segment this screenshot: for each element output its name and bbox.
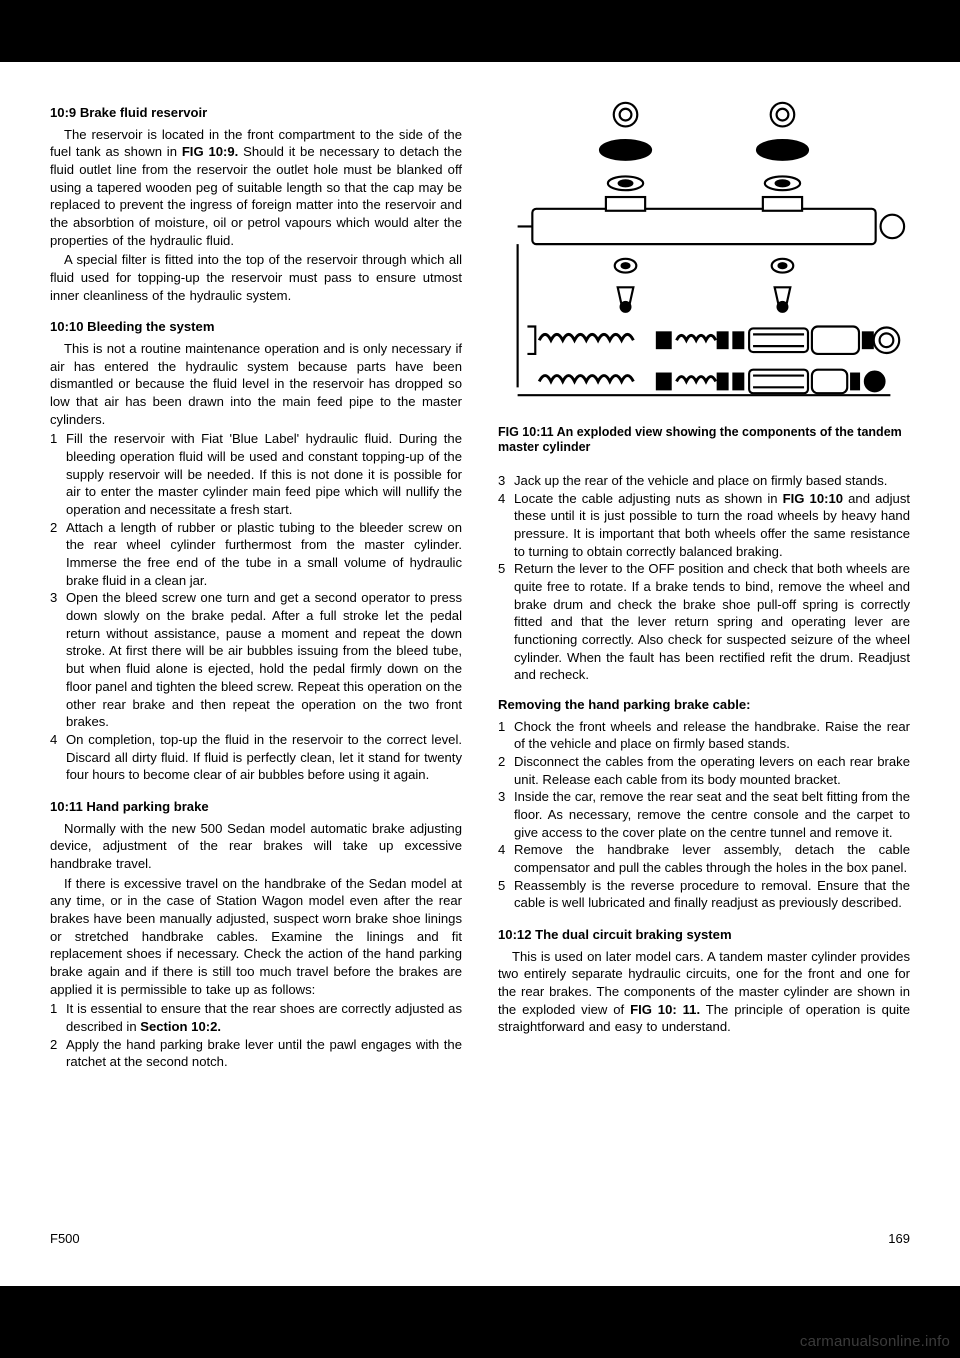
- list-item: 3 Inside the car, remove the rear seat a…: [498, 788, 910, 841]
- list-number: 5: [498, 877, 514, 912]
- text: Locate the cable adjusting nuts as shown…: [514, 491, 783, 506]
- watermark: carmanualsonline.info: [800, 1333, 950, 1350]
- list-number: 1: [498, 718, 514, 753]
- list-body: Disconnect the cables from the operating…: [514, 753, 910, 788]
- sub-heading-removing: Removing the hand parking brake cable:: [498, 696, 910, 714]
- list-number: 1: [50, 1000, 66, 1035]
- text: It is essential to ensure that the rear …: [66, 1001, 462, 1034]
- heading-10-12: 10:12 The dual circuit braking system: [498, 926, 910, 944]
- heading-10-10: 10:10 Bleeding the system: [50, 318, 462, 336]
- list-body: Fill the reservoir with Fiat 'Blue Label…: [66, 430, 462, 518]
- list-body: Remove the handbrake lever assembly, det…: [514, 841, 910, 876]
- list-item: 1 Chock the front wheels and release the…: [498, 718, 910, 753]
- list-body: Inside the car, remove the rear seat and…: [514, 788, 910, 841]
- list-number: 4: [50, 731, 66, 784]
- list-number: 2: [50, 1036, 66, 1071]
- list-item: 4 On completion, top‑up the fluid in the…: [50, 731, 462, 784]
- list-body: Apply the hand parking brake lever until…: [66, 1036, 462, 1071]
- list-number: 4: [498, 841, 514, 876]
- two-column-layout: 10:9 Brake fluid reservoir The reservoir…: [50, 90, 910, 1207]
- list-item: 1 It is essential to ensure that the rea…: [50, 1000, 462, 1035]
- left-column: 10:9 Brake fluid reservoir The reservoir…: [50, 90, 462, 1207]
- manual-page: 10:9 Brake fluid reservoir The reservoir…: [0, 62, 960, 1286]
- para-10-11-2: If there is excessive travel on the hand…: [50, 875, 462, 999]
- list-item: 3 Open the bleed screw one turn and get …: [50, 589, 462, 730]
- list-body: Jack up the rear of the vehicle and plac…: [514, 472, 910, 490]
- heading-10-9: 10:9 Brake fluid reservoir: [50, 104, 462, 122]
- list-body: Reassembly is the reverse procedure to r…: [514, 877, 910, 912]
- para-10-9-1: The reservoir is located in the front co…: [50, 126, 462, 250]
- list-item: 2 Apply the hand parking brake lever unt…: [50, 1036, 462, 1071]
- list-item: 3 Jack up the rear of the vehicle and pl…: [498, 472, 910, 490]
- list-body: Chock the front wheels and release the h…: [514, 718, 910, 753]
- list-item: 1 Fill the reservoir with Fiat 'Blue Lab…: [50, 430, 462, 518]
- list-number: 2: [50, 519, 66, 590]
- figure-caption: FIG 10:11 An exploded view showing the c…: [498, 425, 910, 456]
- fig-ref: FIG 10: 11.: [630, 1002, 700, 1017]
- list-item: 4 Locate the cable adjusting nuts as sho…: [498, 490, 910, 561]
- list-body: It is essential to ensure that the rear …: [66, 1000, 462, 1035]
- section-ref: Section 10:2.: [140, 1019, 221, 1034]
- list-body: Return the lever to the OFF position and…: [514, 560, 910, 684]
- footer-left: F500: [50, 1231, 80, 1246]
- para-10-12-1: This is used on later model cars. A tand…: [498, 948, 910, 1036]
- list-number: 3: [498, 472, 514, 490]
- list-number: 3: [498, 788, 514, 841]
- list-body: Open the bleed screw one turn and get a …: [66, 589, 462, 730]
- list-body: On completion, top‑up the fluid in the r…: [66, 731, 462, 784]
- list-item: 5 Reassembly is the reverse procedure to…: [498, 877, 910, 912]
- list-body: Attach a length of rubber or plastic tub…: [66, 519, 462, 590]
- footer-right: 169: [888, 1231, 910, 1246]
- right-column: FIG 10:11 An exploded view showing the c…: [498, 90, 910, 1207]
- fig-ref: FIG 10:9.: [182, 144, 238, 159]
- para-10-9-2: A special filter is fitted into the top …: [50, 251, 462, 304]
- para-10-10-1: This is not a routine maintenance operat…: [50, 340, 462, 428]
- text: Should it be necessary to detach the flu…: [50, 144, 462, 247]
- para-10-11-1: Normally with the new 500 Sedan model au…: [50, 820, 462, 873]
- list-item: 5 Return the lever to the OFF position a…: [498, 560, 910, 684]
- fig-ref: FIG 10:10: [783, 491, 843, 506]
- list-body: Locate the cable adjusting nuts as shown…: [514, 490, 910, 561]
- list-number: 4: [498, 490, 514, 561]
- exploded-view-figure: [498, 90, 910, 410]
- list-number: 3: [50, 589, 66, 730]
- list-number: 5: [498, 560, 514, 684]
- list-item: 2 Disconnect the cables from the operati…: [498, 753, 910, 788]
- heading-10-11: 10:11 Hand parking brake: [50, 798, 462, 816]
- list-number: 1: [50, 430, 66, 518]
- list-item: 2 Attach a length of rubber or plastic t…: [50, 519, 462, 590]
- list-item: 4 Remove the handbrake lever assembly, d…: [498, 841, 910, 876]
- list-number: 2: [498, 753, 514, 788]
- page-footer: F500 169: [50, 1231, 910, 1246]
